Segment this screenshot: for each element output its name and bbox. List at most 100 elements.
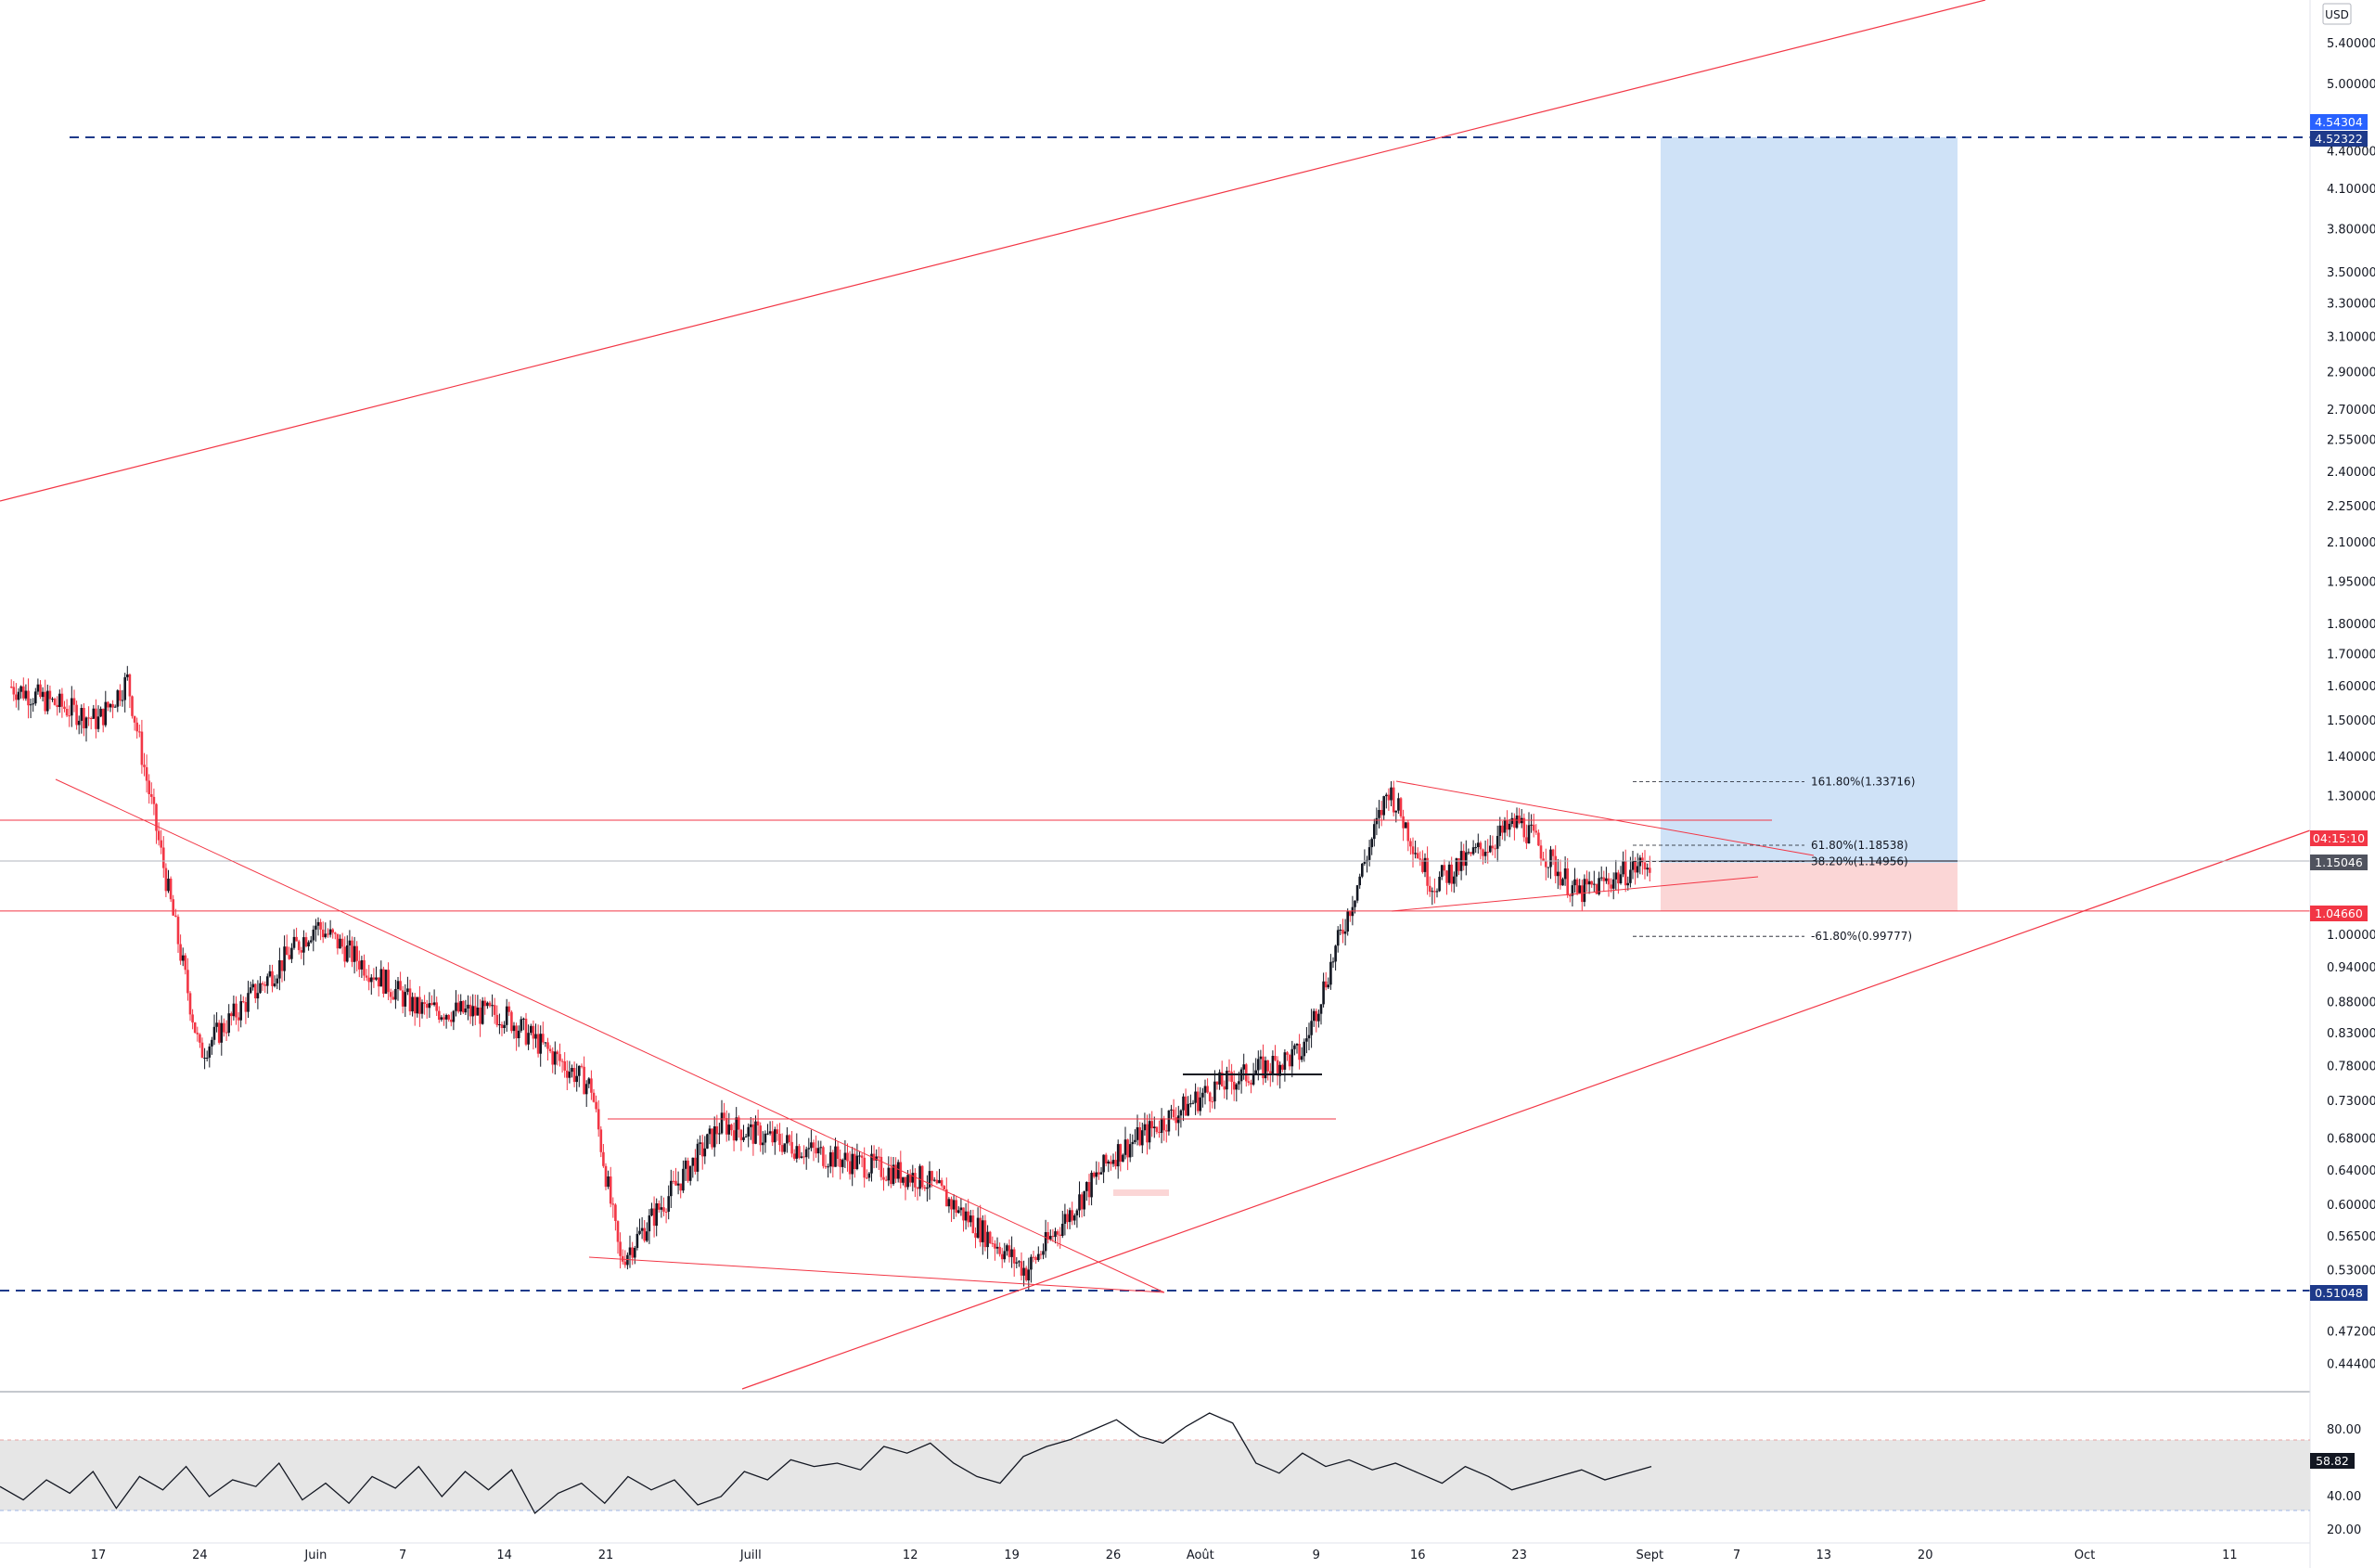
candle-body xyxy=(848,1161,852,1175)
time-tick-label: 24 xyxy=(192,1549,208,1562)
price-tick-label: 0.53000 xyxy=(2327,1265,2375,1279)
candle-body xyxy=(700,1142,704,1157)
candle-body xyxy=(1146,1124,1149,1143)
candle-body xyxy=(1646,868,1649,870)
candle-body xyxy=(812,1142,815,1149)
currency-box[interactable] xyxy=(2322,3,2352,25)
candle-body xyxy=(493,1005,496,1015)
candle-body xyxy=(932,1179,936,1181)
candle-body xyxy=(1242,1064,1245,1070)
candle-body xyxy=(363,960,366,976)
candle-body xyxy=(1440,865,1444,877)
candle-body xyxy=(882,1176,885,1180)
candle-body xyxy=(1455,858,1458,877)
candle-body xyxy=(1619,874,1623,883)
candle-body xyxy=(1399,798,1403,816)
candle-body xyxy=(1170,1109,1173,1111)
candle-body xyxy=(1165,1130,1168,1132)
candle-body xyxy=(1489,845,1492,853)
candle-body xyxy=(1327,984,1330,988)
candle-body xyxy=(631,1247,634,1258)
candle-body xyxy=(1206,1086,1209,1093)
candle-body xyxy=(1286,1052,1289,1055)
candle-body xyxy=(1116,1144,1120,1167)
candle-body xyxy=(99,708,102,717)
candle-body xyxy=(87,717,90,719)
candle-body xyxy=(327,933,329,935)
candle-body xyxy=(1354,900,1356,907)
candle-body xyxy=(676,1183,680,1186)
time-tick-label: 9 xyxy=(1313,1549,1320,1562)
candle-body xyxy=(1230,1072,1233,1082)
candle-body xyxy=(1003,1251,1007,1260)
candle-body xyxy=(1527,825,1531,843)
candle-body xyxy=(1331,961,1335,963)
candle-body xyxy=(699,1142,701,1144)
time-tick-label: Oct xyxy=(2074,1549,2095,1562)
candle-body xyxy=(950,1199,953,1210)
candle-body xyxy=(542,1034,545,1043)
candle-body xyxy=(735,1117,738,1141)
candle-body xyxy=(1182,1096,1185,1111)
candle-body xyxy=(1349,911,1352,917)
time-tick-label: 21 xyxy=(598,1549,614,1562)
candle-body xyxy=(17,691,20,700)
candle-body xyxy=(718,1133,721,1135)
candle-body xyxy=(938,1180,941,1184)
candle-body xyxy=(851,1153,854,1175)
candle-body xyxy=(174,915,177,917)
currency-label: USD xyxy=(2325,8,2349,21)
candle-body xyxy=(1428,885,1431,893)
candle-body xyxy=(1119,1144,1123,1163)
candle-body xyxy=(643,1227,646,1241)
candle-body xyxy=(687,1160,689,1181)
candle-body xyxy=(510,1011,513,1032)
candle-body xyxy=(532,1025,535,1039)
candle-body xyxy=(646,1231,648,1241)
candle-body xyxy=(546,1042,549,1049)
candle-body xyxy=(858,1155,861,1157)
candle-body xyxy=(762,1142,764,1146)
candle-body xyxy=(720,1112,724,1134)
candle-body xyxy=(754,1121,757,1144)
candle-body xyxy=(911,1173,915,1183)
svg-text:4.52322: 4.52322 xyxy=(2315,132,2363,146)
candle-body xyxy=(969,1215,972,1223)
candle-body xyxy=(674,1180,677,1186)
candle-body xyxy=(1617,872,1620,884)
candle-body xyxy=(39,684,42,698)
candle-body xyxy=(556,1051,559,1055)
candle-body xyxy=(155,803,158,831)
candle-body xyxy=(1271,1056,1275,1073)
candle-body xyxy=(670,1180,673,1197)
badge-upper-target-b: 4.52322 xyxy=(2310,131,2368,147)
candle-body xyxy=(764,1133,767,1143)
badge-rsi-current: 58.82 xyxy=(2310,1453,2355,1469)
time-tick-label: 11 xyxy=(2222,1549,2238,1562)
candle-body xyxy=(1394,810,1398,813)
candle-body xyxy=(1435,891,1439,893)
candle-body xyxy=(1305,1038,1308,1042)
candle-body xyxy=(1032,1256,1035,1258)
candle-body xyxy=(783,1143,787,1152)
candle-body xyxy=(964,1211,968,1221)
candle-body xyxy=(486,1002,489,1007)
candle-body xyxy=(41,691,45,698)
candle-body xyxy=(48,690,52,700)
candle-body xyxy=(1414,853,1417,855)
candle-body xyxy=(906,1175,909,1188)
candle-body xyxy=(998,1246,1001,1254)
candle-body xyxy=(1046,1232,1049,1240)
candle-body xyxy=(739,1129,743,1140)
candle-body xyxy=(1438,877,1441,892)
candle-body xyxy=(266,976,269,986)
candle-body xyxy=(1131,1141,1135,1145)
candle-body xyxy=(831,1151,835,1167)
candle-body xyxy=(926,1187,929,1189)
candle-body xyxy=(1503,820,1507,833)
candle-body xyxy=(423,1002,426,1004)
candle-body xyxy=(199,1034,201,1043)
price-tick-label: 4.10000 xyxy=(2327,183,2375,197)
candle-body xyxy=(696,1143,700,1172)
